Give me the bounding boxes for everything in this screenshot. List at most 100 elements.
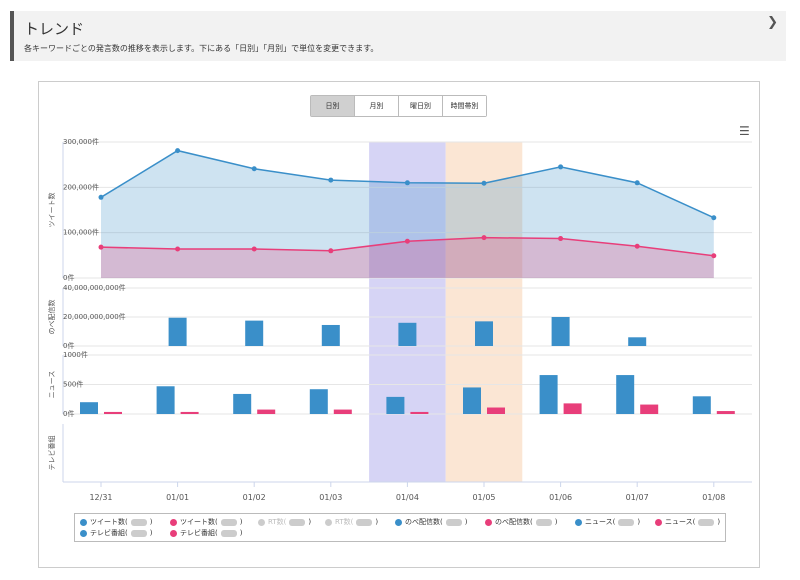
y-tick-label: 0件	[63, 409, 74, 418]
highlight-band	[369, 142, 446, 482]
x-tick-label: 01/04	[396, 493, 419, 502]
bar	[692, 396, 711, 414]
legend-label-close: )	[239, 518, 243, 526]
x-tick-label: 12/31	[89, 493, 112, 502]
tab-daily[interactable]: 日別	[311, 96, 355, 116]
hamburger-icon[interactable]: ☰	[739, 124, 750, 138]
legend-item[interactable]: テレビ番組()	[170, 528, 242, 538]
bar	[628, 337, 647, 346]
y-tick-label: 100,000件	[63, 228, 99, 237]
bar	[257, 409, 276, 414]
bar	[398, 322, 417, 346]
legend-marker-icon	[258, 518, 265, 526]
legend-label-close: )	[149, 518, 153, 526]
area-fill	[101, 237, 714, 278]
bar	[80, 402, 98, 414]
bar	[563, 403, 582, 414]
data-point	[711, 253, 717, 259]
bar	[386, 396, 405, 414]
redacted-count	[220, 529, 237, 537]
legend-marker-icon	[655, 518, 662, 526]
y-tick-label: 0件	[63, 273, 74, 282]
redacted-count	[130, 518, 147, 526]
legend-marker-icon	[170, 529, 177, 537]
x-tick-label: 01/05	[472, 493, 495, 502]
legend-item[interactable]: テレビ番組()	[80, 528, 152, 538]
legend-label: のべ配信数(	[495, 518, 533, 526]
redacted-count	[130, 529, 147, 537]
data-point	[558, 236, 564, 242]
bar	[640, 404, 659, 414]
data-point	[481, 235, 487, 241]
y-axis-title: テレビ番組	[47, 436, 56, 471]
bar	[410, 411, 429, 414]
bar	[475, 321, 493, 346]
bar	[551, 317, 570, 346]
legend-marker-icon	[80, 529, 87, 537]
legend-label-close: )	[554, 518, 558, 526]
data-point	[251, 166, 257, 172]
tab-monthly[interactable]: 月別	[355, 96, 399, 116]
legend-label: のべ配信数(	[405, 518, 443, 526]
data-point	[98, 244, 104, 250]
bar	[463, 387, 481, 414]
bar	[487, 407, 505, 414]
period-toggle: 日別 月別 曜日別 時間帯別	[310, 95, 487, 117]
legend-item[interactable]: RT数()	[325, 517, 378, 527]
redacted-count	[289, 518, 306, 526]
x-tick-label: 01/02	[243, 493, 266, 502]
y-tick-label: 1000件	[63, 350, 88, 359]
legend-marker-icon	[170, 518, 177, 526]
legend-label-close: )	[717, 518, 721, 526]
x-tick-label: 01/01	[166, 493, 189, 502]
chart-container	[38, 81, 760, 568]
legend-label: ニュース(	[585, 518, 616, 526]
redacted-count	[618, 518, 635, 526]
highlight-band	[445, 142, 523, 482]
legend-label: RT数(	[268, 518, 287, 526]
legend-marker-icon	[395, 518, 402, 526]
data-point	[251, 246, 257, 252]
legend-label: ツイート数(	[90, 518, 128, 526]
y-axis-title: ニュース	[48, 371, 56, 399]
legend-label-close: )	[637, 518, 641, 526]
y-tick-label: 20,000,000,000件	[63, 312, 126, 321]
section-description: 各キーワードごとの発言数の推移を表示します。下にある「日別」「月別」で単位を変更…	[24, 44, 379, 53]
data-point	[634, 180, 640, 186]
legend-label-close: )	[375, 518, 379, 526]
y-tick-label: 40,000,000,000件	[63, 283, 126, 292]
bar	[104, 411, 122, 414]
chevron-down-icon[interactable]: ❯	[767, 15, 778, 30]
legend-item[interactable]: ツイート数()	[80, 517, 152, 527]
data-point	[175, 148, 181, 154]
legend-item[interactable]: ニュース()	[575, 517, 640, 527]
legend-item[interactable]: RT数()	[258, 517, 311, 527]
bar	[156, 386, 175, 414]
data-point	[404, 238, 410, 244]
legend-label-close: )	[308, 518, 312, 526]
legend-item[interactable]: ツイート数()	[170, 517, 242, 527]
x-tick-label: 01/03	[319, 493, 342, 502]
legend-item[interactable]: ニュース()	[655, 517, 720, 527]
data-point	[634, 243, 640, 249]
x-tick-label: 01/06	[549, 493, 572, 502]
data-point	[175, 246, 181, 252]
legend-label: ツイート数(	[180, 518, 218, 526]
legend-item[interactable]: のべ配信数()	[485, 517, 557, 527]
data-point	[328, 177, 334, 183]
data-point	[98, 194, 104, 200]
tab-hourly[interactable]: 時間帯別	[443, 96, 486, 116]
bar	[716, 411, 735, 414]
data-point	[711, 215, 717, 221]
legend-marker-icon	[80, 518, 87, 526]
bar	[333, 409, 352, 414]
area-fill	[101, 150, 714, 278]
y-tick-label: 200,000件	[63, 182, 99, 191]
redacted-count	[220, 518, 237, 526]
tab-weekday[interactable]: 曜日別	[399, 96, 443, 116]
section-title: トレンド	[24, 20, 85, 38]
redacted-count	[445, 518, 462, 526]
bar	[539, 375, 558, 414]
bar	[180, 411, 199, 414]
legend-item[interactable]: のべ配信数()	[395, 517, 467, 527]
